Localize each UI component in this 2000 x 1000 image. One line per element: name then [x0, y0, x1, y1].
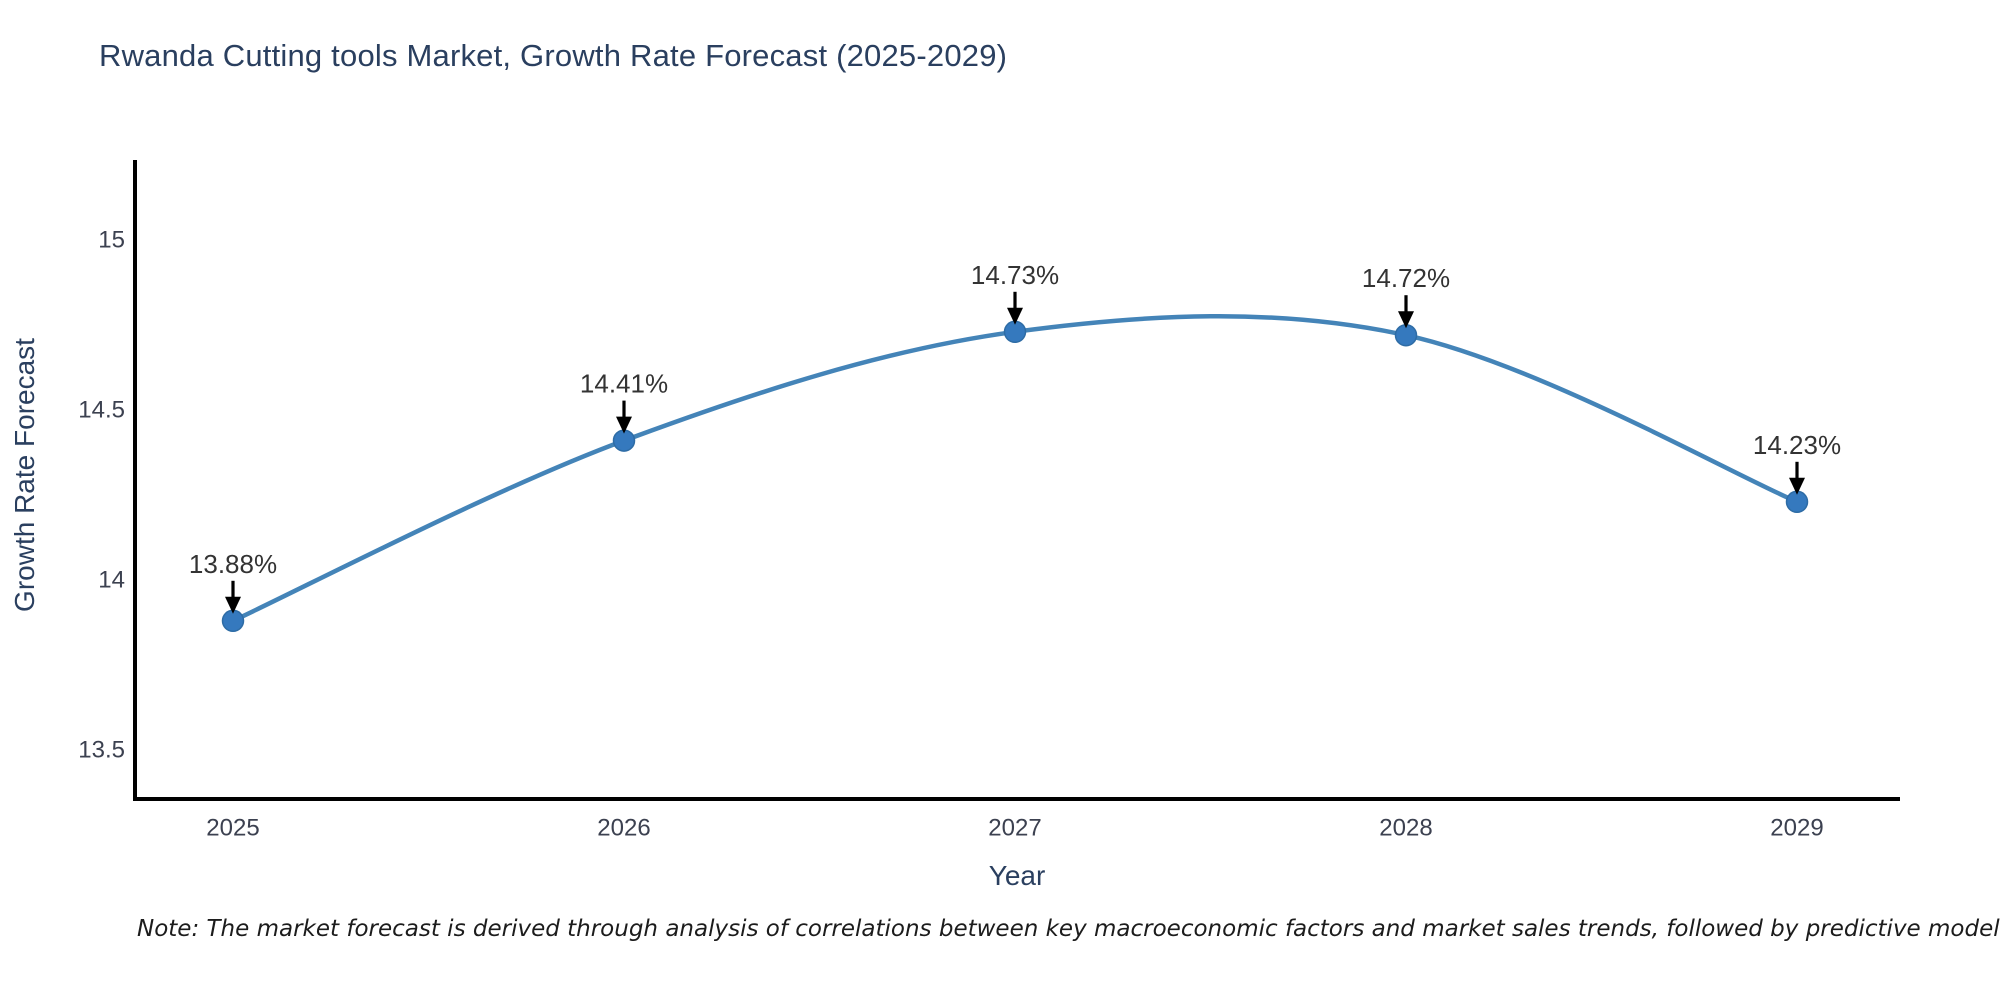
x-tick-label: 2029 [1770, 815, 1823, 842]
x-tick-label: 2028 [1379, 815, 1432, 842]
footnote-text: Note: The market forecast is derived thr… [137, 916, 2000, 942]
annotation-arrow-head-icon [1789, 477, 1805, 495]
annotation-arrow-head-icon [616, 416, 632, 434]
y-tick-label: 13.5 [78, 737, 125, 764]
y-tick-label: 14.5 [78, 397, 125, 424]
x-axis-title: Year [988, 860, 1046, 891]
annotation-arrow-head-icon [225, 596, 241, 614]
data-point-label: 14.73% [971, 260, 1059, 290]
data-point-label: 14.41% [580, 369, 668, 399]
data-point-label: 14.23% [1753, 430, 1841, 460]
y-tick-label: 14 [98, 567, 125, 594]
data-point-label: 14.72% [1362, 263, 1450, 293]
annotation-arrow-head-icon [1398, 311, 1414, 329]
data-point-label: 13.88% [189, 549, 277, 579]
x-tick-label: 2027 [988, 815, 1041, 842]
y-tick-label: 15 [98, 227, 125, 254]
chart-title: Rwanda Cutting tools Market, Growth Rate… [99, 38, 1008, 73]
forecast-spline-line [230, 314, 1800, 624]
annotation-arrow-head-icon [1007, 307, 1023, 325]
x-tick-label: 2025 [206, 815, 259, 842]
x-tick-label: 2026 [597, 815, 650, 842]
